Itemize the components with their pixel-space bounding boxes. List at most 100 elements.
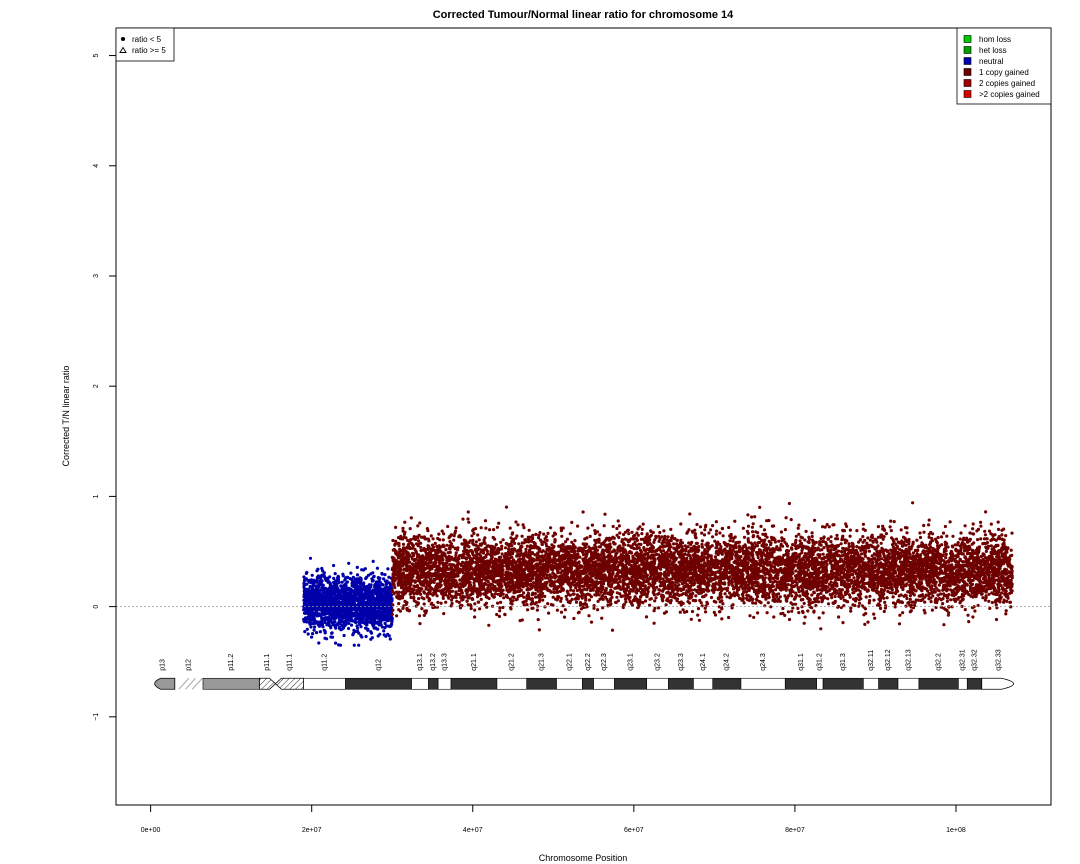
data-point <box>412 584 416 588</box>
data-point <box>858 601 862 605</box>
data-point <box>979 520 983 524</box>
data-point <box>696 607 701 611</box>
data-point <box>341 597 345 601</box>
data-point <box>343 613 347 617</box>
data-point <box>348 577 352 581</box>
data-point <box>437 532 441 536</box>
data-point <box>358 608 362 613</box>
data-point <box>327 615 331 619</box>
data-point <box>754 601 758 605</box>
data-point <box>351 619 355 623</box>
data-point <box>355 624 359 628</box>
data-point <box>305 582 309 586</box>
data-point <box>420 607 424 611</box>
data-point <box>359 587 364 592</box>
data-point <box>344 586 348 590</box>
data-point <box>378 589 382 593</box>
data-point <box>473 615 477 619</box>
data-point <box>750 515 754 519</box>
data-point <box>354 606 358 610</box>
data-point <box>386 567 390 571</box>
data-point <box>688 512 692 516</box>
data-point <box>376 634 380 638</box>
data-point <box>314 602 318 606</box>
data-point <box>436 600 440 605</box>
data-point <box>569 588 573 592</box>
data-point <box>344 576 348 580</box>
data-point <box>351 575 355 579</box>
data-point <box>377 580 381 584</box>
data-point <box>996 520 1000 524</box>
data-point <box>366 593 370 597</box>
data-point <box>343 593 347 597</box>
data-point <box>323 575 327 580</box>
data-point <box>971 532 975 536</box>
data-point <box>312 619 316 623</box>
data-point <box>324 607 328 612</box>
data-point <box>466 517 470 521</box>
data-point <box>746 524 751 528</box>
data-point <box>560 534 564 538</box>
data-point <box>366 573 371 577</box>
data-point <box>364 576 368 581</box>
data-point <box>381 613 385 617</box>
data-point <box>305 627 309 631</box>
data-point <box>666 535 670 539</box>
data-point <box>783 540 787 544</box>
data-point <box>354 591 358 595</box>
data-point <box>889 519 893 523</box>
data-point <box>328 624 332 628</box>
data-point <box>383 573 387 577</box>
data-point <box>951 545 955 549</box>
data-point <box>385 581 389 586</box>
data-point <box>380 572 384 576</box>
data-point <box>320 566 324 571</box>
data-point <box>905 596 909 601</box>
data-point <box>441 596 445 601</box>
data-point <box>321 583 325 587</box>
data-point <box>343 583 347 587</box>
data-point <box>391 603 395 607</box>
data-point <box>317 602 321 606</box>
data-point <box>309 612 313 616</box>
data-point <box>342 589 346 593</box>
data-point <box>323 593 327 598</box>
data-point <box>333 616 338 620</box>
data-point <box>388 637 392 641</box>
data-point <box>304 601 308 605</box>
data-point <box>894 537 899 541</box>
data-point <box>911 501 915 505</box>
data-point <box>559 610 564 614</box>
data-point <box>329 635 333 639</box>
data-point <box>371 571 375 575</box>
data-point <box>655 585 659 589</box>
data-point <box>383 626 387 630</box>
data-point <box>945 534 949 538</box>
data-point <box>317 641 321 645</box>
data-point <box>347 601 352 605</box>
data-point <box>306 595 310 599</box>
data-point <box>375 595 379 599</box>
data-point <box>381 600 385 604</box>
data-point <box>359 590 364 595</box>
data-point <box>347 610 351 614</box>
data-point <box>321 591 325 595</box>
data-point <box>772 615 776 619</box>
data-point <box>742 590 746 595</box>
data-point <box>403 520 407 524</box>
data-point <box>345 605 349 609</box>
data-point <box>385 619 389 623</box>
data-point <box>342 603 346 607</box>
data-point <box>635 538 640 543</box>
data-point <box>349 588 353 592</box>
data-point <box>362 585 366 589</box>
data-point <box>572 616 576 621</box>
data-point <box>390 612 394 617</box>
data-point <box>848 528 853 532</box>
data-point <box>355 585 359 589</box>
data-point <box>357 643 361 647</box>
data-point <box>364 634 368 639</box>
data-point <box>364 603 368 607</box>
data-point <box>318 598 322 602</box>
data-point <box>356 596 360 600</box>
